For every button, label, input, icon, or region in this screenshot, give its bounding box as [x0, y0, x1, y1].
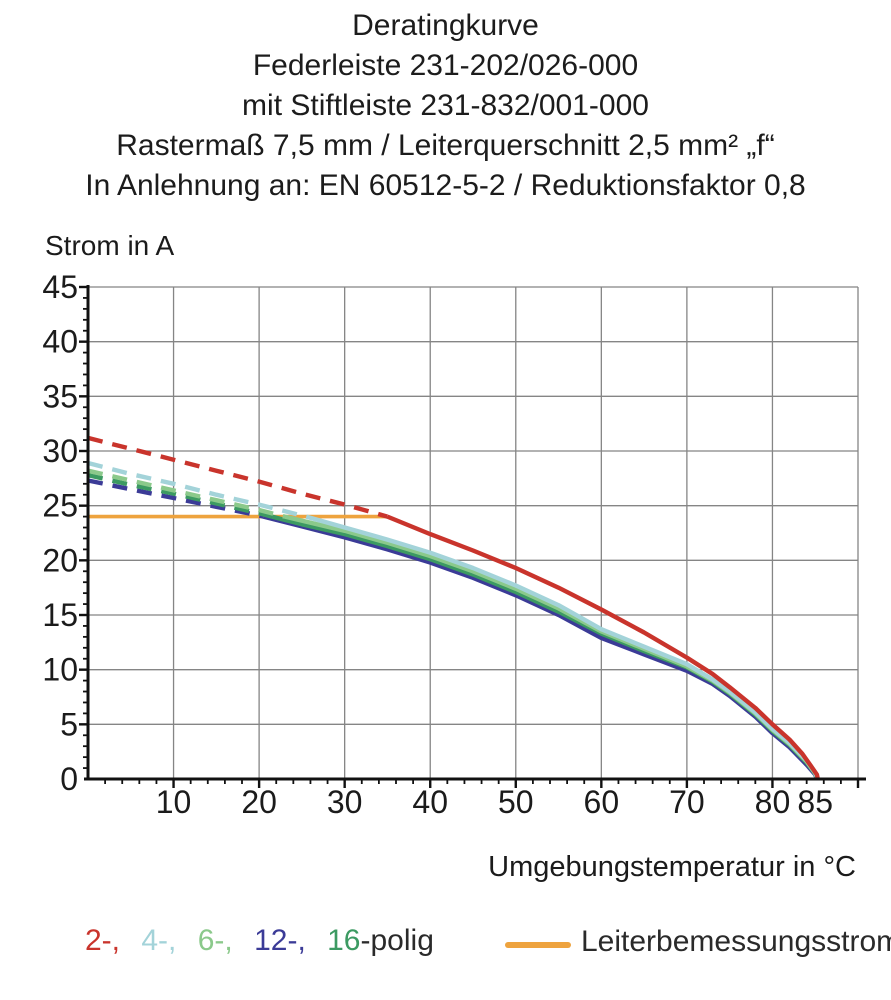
svg-text:10: 10 — [156, 784, 192, 820]
derating-chart: 10 20 30 40 50 60 70 80 85 0 5 10 15 20 25 30 35 40 45 Stro… — [0, 222, 891, 883]
svg-text:5: 5 — [60, 706, 78, 742]
svg-text:80: 80 — [755, 784, 791, 820]
title-line-4: Rastermaß 7,5 mm / Leiterquerschnitt 2,5… — [116, 129, 775, 162]
svg-text:10: 10 — [42, 652, 78, 688]
legend-2polig: 2-, — [85, 924, 121, 957]
legend-6polig: 6-, — [197, 924, 233, 957]
chart-title-block: Deratingkurve Federleiste 231-202/026-00… — [0, 6, 891, 206]
svg-text:50: 50 — [498, 784, 534, 820]
legend-12polig: 12-, — [254, 924, 306, 957]
title-line-5: In Anlehnung an: EN 60512-5-2 / Reduktio… — [85, 169, 806, 202]
title-line-1: Deratingkurve — [352, 9, 539, 42]
legend-16polig: 16 — [327, 924, 361, 957]
legend-pole-counts: 2-, 4-, 6-, 12-, 16-polig — [85, 924, 434, 958]
legend-polig-suffix: -polig — [360, 924, 434, 957]
svg-text:35: 35 — [42, 378, 78, 414]
svg-text:Strom in A: Strom in A — [45, 230, 174, 261]
svg-text:30: 30 — [42, 433, 78, 469]
svg-text:25: 25 — [42, 488, 78, 524]
svg-text:60: 60 — [584, 784, 620, 820]
legend-4polig: 4-, — [141, 924, 177, 957]
title-line-3: mit Stiftleiste 231-832/001-000 — [242, 89, 649, 122]
svg-text:85: 85 — [797, 784, 833, 820]
svg-text:40: 40 — [42, 324, 78, 360]
derating-chart-canvas: 10 20 30 40 50 60 70 80 85 0 5 10 15 20 25 30 35 40 45 Stro… — [42, 230, 866, 883]
svg-text:40: 40 — [412, 784, 448, 820]
svg-text:45: 45 — [42, 269, 78, 305]
svg-text:0: 0 — [60, 761, 78, 797]
rated-current-label: Leiterbemessungsstrom — [581, 925, 891, 958]
svg-text:Umgebungstemperatur in °C: Umgebungstemperatur in °C — [488, 851, 856, 882]
svg-text:30: 30 — [327, 784, 363, 820]
svg-text:20: 20 — [42, 542, 78, 578]
title-line-2: Federleiste 231-202/026-000 — [252, 49, 639, 82]
svg-text:15: 15 — [42, 597, 78, 633]
svg-text:70: 70 — [669, 784, 705, 820]
rated-current-line-swatch — [505, 942, 571, 948]
svg-text:20: 20 — [241, 784, 277, 820]
